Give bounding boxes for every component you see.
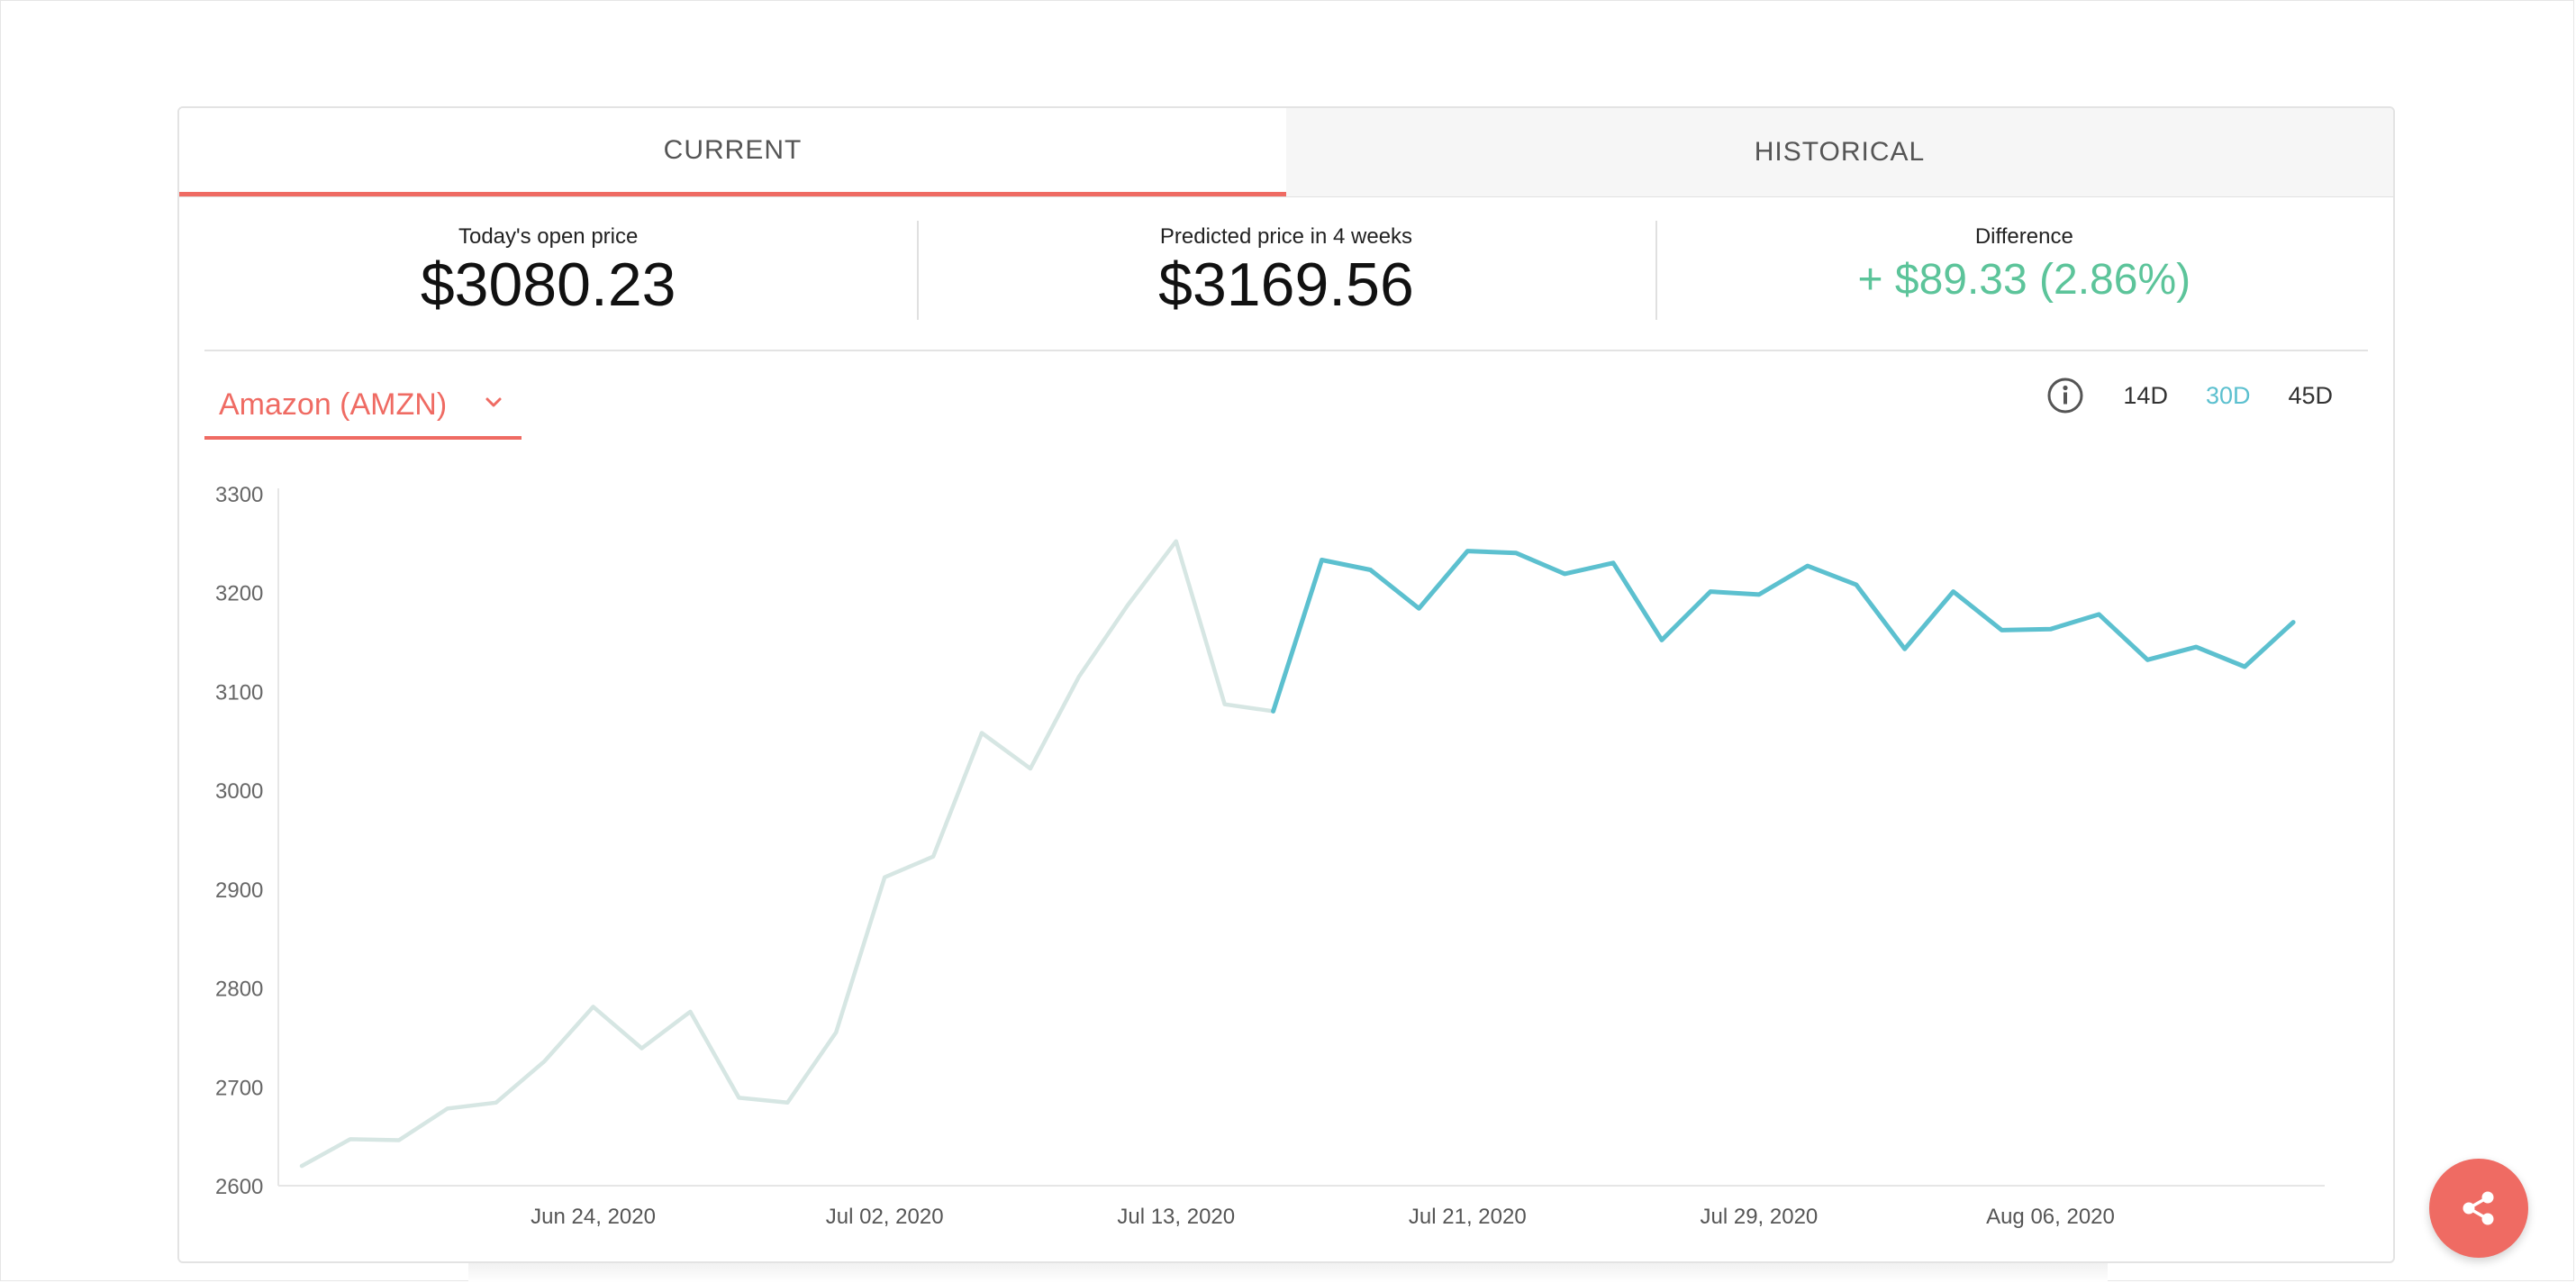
difference-value: + $89.33 (2.86%): [1857, 256, 2191, 304]
tab-bar: CURRENT HISTORICAL: [179, 108, 2393, 197]
open-price-stat: Today's open price $3080.23: [179, 221, 917, 320]
y-tick-label: 2600: [215, 1175, 263, 1199]
historical-price-line: [299, 539, 1275, 1169]
difference-label: Difference: [1974, 224, 2073, 249]
share-icon: [2458, 1187, 2499, 1229]
range-14d-button[interactable]: 14D: [2123, 381, 2168, 409]
x-tick-label: Jun 24, 2020: [531, 1205, 656, 1229]
predicted-price-label: Predicted price in 4 weeks: [1159, 224, 1413, 249]
y-tick-label: 2900: [215, 878, 263, 903]
y-tick-label: 3000: [215, 779, 263, 804]
x-tick-label: Jul 13, 2020: [1117, 1205, 1235, 1229]
difference-stat: Difference + $89.33 (2.86%): [1655, 221, 2393, 320]
tab-current[interactable]: CURRENT: [179, 108, 1286, 196]
range-controls: 14D 30D 45D: [2046, 377, 2352, 414]
y-tick-label: 2800: [215, 978, 263, 1002]
divider: [204, 350, 2368, 351]
x-tick-label: Aug 06, 2020: [1986, 1205, 2115, 1229]
x-tick-label: Jul 21, 2020: [1409, 1205, 1527, 1229]
shadow-strip: [468, 1263, 2108, 1283]
chevron-down-icon: [484, 393, 503, 417]
range-45d-button[interactable]: 45D: [2288, 381, 2333, 409]
predicted-price-value: $3169.56: [1158, 250, 1414, 319]
y-tick-label: 3200: [215, 582, 263, 606]
stats-row: Today's open price $3080.23 Predicted pr…: [179, 221, 2393, 320]
open-price-value: $3080.23: [420, 250, 676, 319]
info-icon[interactable]: [2046, 377, 2084, 414]
forecast-card: CURRENT HISTORICAL Today's open price $3…: [177, 106, 2395, 1263]
predicted-price-line: [1271, 549, 2296, 714]
price-chart: 2600 2700 2800 2900 3000 3100 3200 3300 Jun 24, …: [215, 483, 2325, 1229]
share-button[interactable]: [2429, 1159, 2528, 1258]
ticker-select[interactable]: Amazon (AMZN): [204, 380, 522, 440]
y-tick-label: 3100: [215, 680, 263, 705]
range-30d-button[interactable]: 30D: [2205, 381, 2251, 409]
tab-historical[interactable]: HISTORICAL: [1286, 108, 2393, 196]
y-tick-label: 2700: [215, 1076, 263, 1100]
predicted-price-stat: Predicted price in 4 weeks $3169.56: [917, 221, 1655, 320]
ticker-label: Amazon (AMZN): [219, 387, 448, 422]
open-price-label: Today's open price: [458, 224, 639, 249]
y-tick-label: 3300: [215, 483, 263, 507]
x-tick-label: Jul 29, 2020: [1701, 1205, 1819, 1229]
x-tick-label: Jul 02, 2020: [826, 1205, 944, 1229]
